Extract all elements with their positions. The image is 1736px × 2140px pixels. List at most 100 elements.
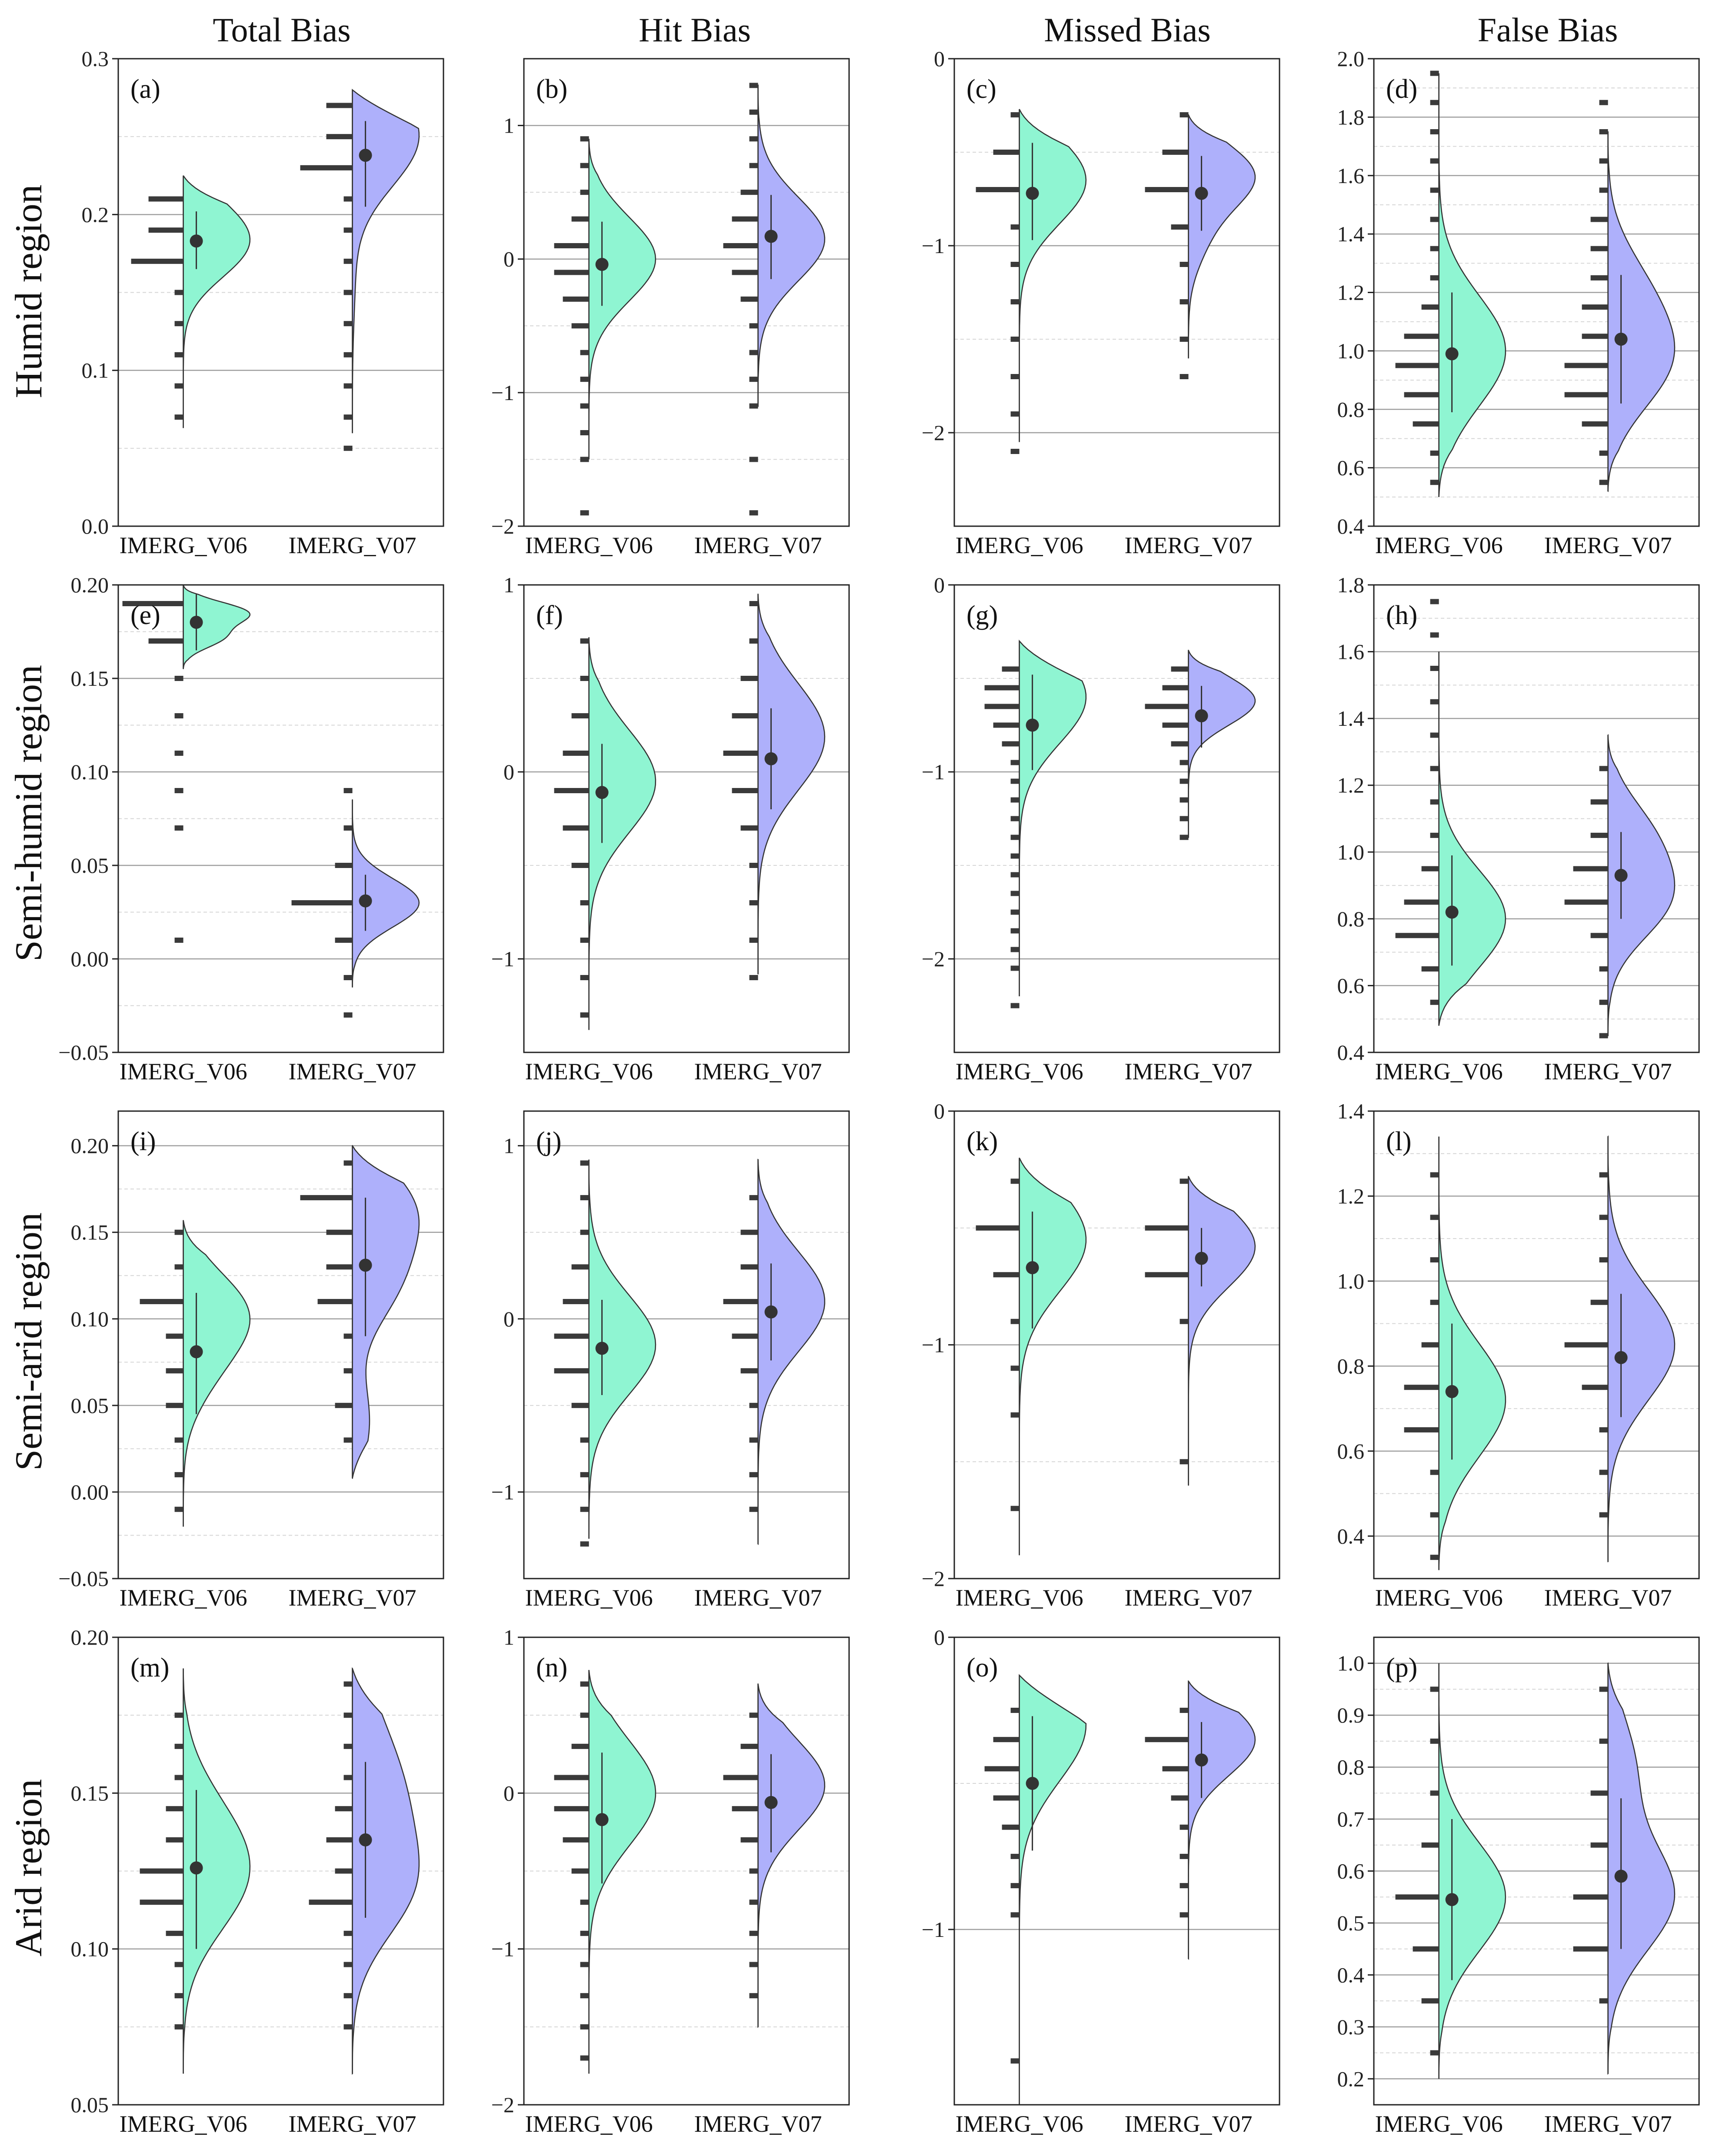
y-tick-label: 1 (503, 573, 514, 597)
data-point-bar (571, 323, 589, 329)
data-point-bar (1010, 1506, 1020, 1511)
data-point-bar (1010, 778, 1020, 784)
y-tick-label: 0.20 (71, 573, 109, 597)
data-point-bar (580, 136, 589, 142)
data-point-bar (554, 1368, 589, 1374)
data-point-bar (1573, 866, 1608, 871)
data-point-bar (174, 751, 183, 756)
data-point-bar (740, 1229, 758, 1235)
data-point-bar (317, 1299, 353, 1304)
y-tick-label: 1.0 (1337, 339, 1365, 363)
data-point-bar (1421, 866, 1439, 871)
data-point-bar (580, 1541, 589, 1547)
data-point-bar (1010, 1883, 1020, 1889)
data-point-bar (1599, 1033, 1608, 1038)
data-point-bar (749, 323, 758, 329)
data-point-bar (580, 2055, 589, 2061)
data-point-bar (749, 109, 758, 115)
y-tick-label: 0.1 (82, 358, 109, 383)
panel-label: (o) (966, 1653, 998, 1683)
data-point-bar (1590, 933, 1608, 938)
y-tick-label: −1 (922, 234, 945, 258)
violin-imerg-v06 (1438, 73, 1506, 497)
data-point-bar (976, 187, 1020, 192)
y-tick-label: 0.10 (71, 1937, 109, 1961)
data-point-bar (1010, 1707, 1020, 1713)
chart-panel: −2 −1 0 IMERG_V06 IMERG_V07 (c) (922, 47, 1280, 558)
y-tick-label: 0.20 (71, 1134, 109, 1158)
chart-panel: −2 −1 0 IMERG_V06 IMERG_V07 (g) (922, 573, 1280, 1085)
data-point-bar (749, 403, 758, 409)
category-label: IMERG_V06 (525, 1058, 653, 1085)
data-point-bar (148, 227, 183, 233)
mean-marker (190, 1861, 203, 1875)
plot-frame (953, 58, 1280, 527)
data-point-bar (1430, 1738, 1439, 1744)
mean-marker (1195, 187, 1208, 200)
data-point-bar (580, 1962, 589, 1967)
data-point-bar (1002, 741, 1020, 747)
mean-marker (1614, 869, 1628, 882)
data-point-bar (1171, 1795, 1189, 1801)
data-point-bar (343, 290, 353, 295)
data-point-bar (343, 1930, 353, 1936)
category-label: IMERG_V07 (1125, 2111, 1253, 2137)
data-point-bar (993, 1795, 1020, 1801)
data-point-bar (580, 1506, 589, 1512)
chart-panel: 0.0 0.1 0.2 0.3 IMERG_V06 IMERG_V07 (a) (82, 47, 444, 558)
data-point-bar (571, 1264, 589, 1270)
data-point-bar (1180, 1912, 1189, 1918)
y-tick-label: −1 (491, 1480, 514, 1504)
category-label: IMERG_V07 (1544, 1058, 1672, 1085)
violin-imerg-v07 (352, 89, 420, 434)
data-point-bar (1010, 1853, 1020, 1859)
y-tick-label: 0 (503, 760, 514, 784)
data-point-bar (1582, 304, 1608, 310)
violin-imerg-v06 (588, 1159, 656, 1539)
data-point-bar (335, 938, 353, 943)
data-point-bar (1395, 933, 1439, 938)
data-point-bar (1599, 766, 1608, 771)
y-tick-label: 1.0 (1337, 1269, 1365, 1293)
data-point-bar (1010, 965, 1020, 971)
data-point-bar (1010, 1003, 1020, 1008)
y-tick-label: 0.4 (1337, 1524, 1365, 1548)
data-point-bar (1010, 928, 1020, 934)
data-point-bar (580, 938, 589, 943)
mean-marker (190, 616, 203, 629)
data-point-bar (1010, 872, 1020, 878)
violin-imerg-v06 (1438, 1663, 1506, 2079)
y-tick-label: 0 (503, 1781, 514, 1805)
y-tick-label: 1.6 (1337, 164, 1365, 188)
chart-panel: −2 −1 0 1 IMERG_V06 IMERG_V07 (b) (491, 58, 850, 558)
data-point-bar (343, 352, 353, 357)
data-point-bar (1162, 685, 1189, 691)
panel-label: (j) (536, 1127, 562, 1156)
data-point-bar (1010, 760, 1020, 765)
data-point-bar (174, 1743, 183, 1749)
data-point-bar (723, 751, 758, 756)
plot-frame (1373, 1636, 1700, 2106)
data-point-bar (984, 704, 1020, 709)
y-tick-label: 1.4 (1337, 1099, 1365, 1123)
category-label: IMERG_V06 (956, 1585, 1083, 1611)
mean-marker (190, 234, 203, 248)
mean-marker (1614, 1870, 1628, 1883)
data-point-bar (1180, 835, 1189, 840)
data-point-bar (1599, 966, 1608, 972)
data-point-bar (1180, 299, 1189, 304)
data-point-bar (1430, 599, 1439, 604)
data-point-bar (740, 1743, 758, 1749)
data-point-bar (1404, 1427, 1439, 1432)
data-point-bar (1145, 1225, 1189, 1231)
chart-panel: −1 0 IMERG_V06 IMERG_V07 (o) (922, 1625, 1280, 2137)
data-point-bar (343, 1333, 353, 1339)
data-point-bar (1180, 797, 1189, 803)
data-point-bar (1599, 187, 1608, 193)
y-tick-label: 0.00 (71, 1480, 109, 1504)
violin-imerg-v06 (1438, 1136, 1506, 1570)
data-point-bar (1599, 1172, 1608, 1178)
data-point-bar (1010, 1412, 1020, 1418)
data-point-bar (1010, 449, 1020, 454)
data-point-bar (343, 383, 353, 389)
